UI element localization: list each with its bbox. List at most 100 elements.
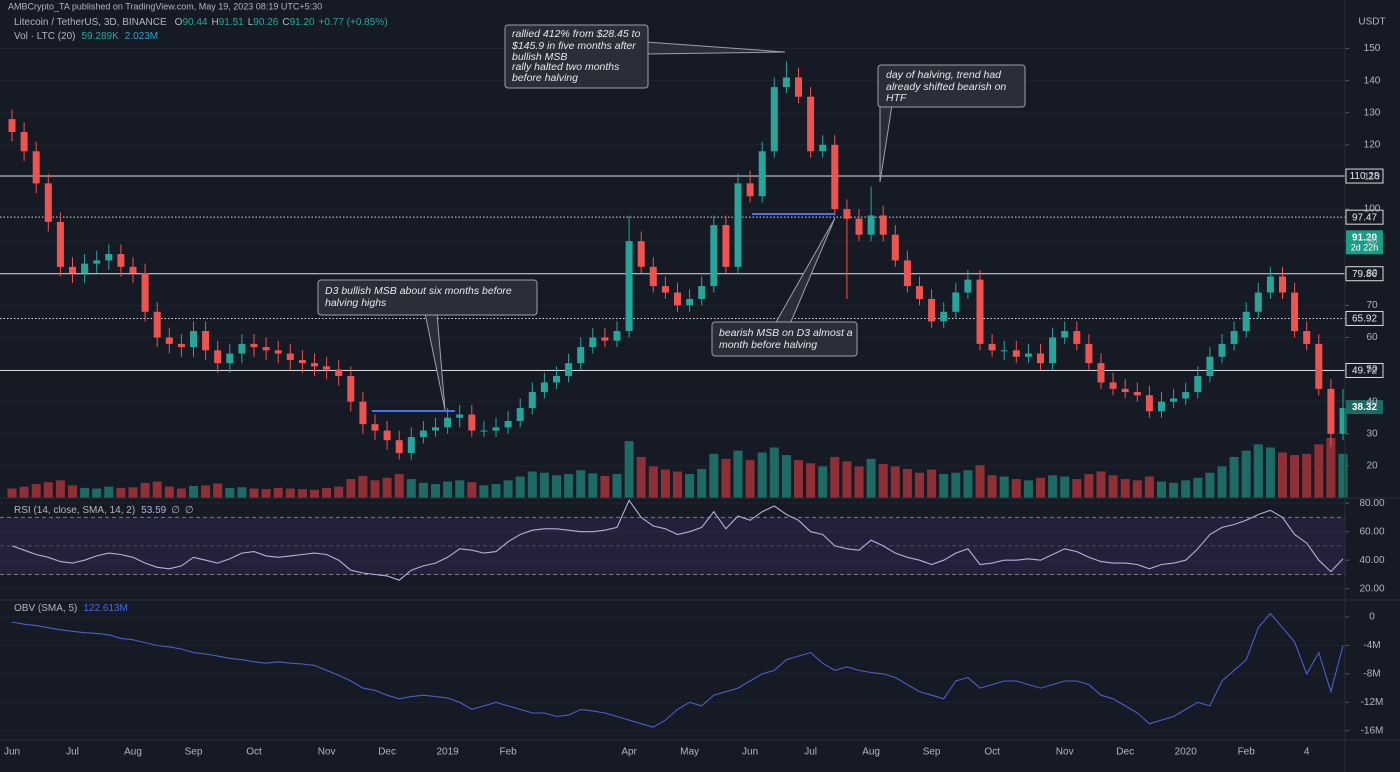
price-tag-label: 91.20 <box>1352 232 1377 243</box>
volume-bar <box>588 473 598 498</box>
volume-bar <box>1132 480 1142 498</box>
annotation-text: already shifted bearish on <box>886 81 1006 93</box>
volume-bar <box>104 486 114 498</box>
annotation: rallied 412% from $28.45 to $145.9 in fi… <box>504 24 786 89</box>
level-tag <box>1345 209 1384 225</box>
volume-bar <box>237 487 247 498</box>
candle-body <box>1206 356 1214 376</box>
volume-bar <box>1011 479 1021 498</box>
price-tag <box>1346 230 1383 255</box>
volume-value: 59.289K <box>82 31 120 42</box>
volume-bar <box>866 458 876 498</box>
candle-body <box>286 353 294 360</box>
candle-body <box>1279 276 1286 293</box>
x-tick-label: Aug <box>124 747 142 758</box>
candle-body <box>8 119 16 132</box>
volume-bar <box>1157 481 1166 498</box>
annotation: day of halving, trend had already shifte… <box>877 64 1026 183</box>
level-tag <box>1345 362 1384 378</box>
candle-body <box>722 225 730 267</box>
candle-body <box>746 183 754 197</box>
y-tick-label: -4M <box>1363 640 1380 651</box>
y-tick-label: 120 <box>1364 139 1381 150</box>
candle-body <box>407 437 415 454</box>
volume-bar <box>443 481 453 498</box>
volume-bar <box>1205 472 1215 498</box>
candle-body <box>1315 343 1323 389</box>
y-tick-label: 60 <box>1366 332 1378 343</box>
y-tick-label: -16M <box>1361 725 1384 736</box>
volume-bar <box>745 460 755 498</box>
candle-body <box>661 286 669 293</box>
candle-body <box>141 273 149 312</box>
volume-bar <box>249 488 259 498</box>
y-tick-label: 80 <box>1366 268 1378 279</box>
volume-bar <box>939 474 949 498</box>
indicator-line <box>11 612 1344 728</box>
candle-body <box>553 376 560 383</box>
candle-body <box>1061 331 1069 338</box>
volume-bar <box>1072 479 1082 498</box>
y-tick-label: 40.00 <box>1359 555 1384 566</box>
candle-body <box>674 292 681 306</box>
candle-body <box>879 215 887 235</box>
candle-body <box>698 286 706 299</box>
candle-body <box>274 350 282 354</box>
volume-value: 2.023M <box>125 31 158 42</box>
y-tick-label: 20.00 <box>1359 583 1384 594</box>
base-layer <box>0 48 1349 732</box>
candle-body <box>1303 331 1311 344</box>
x-tick-label: Dec <box>378 747 396 758</box>
annotation-text: bearish MSB on D3 almost a <box>719 327 853 339</box>
candle-body <box>940 311 948 322</box>
candle-body <box>129 266 137 274</box>
volume-bar <box>358 475 368 498</box>
candle-body <box>56 221 64 267</box>
candle-body <box>153 311 161 338</box>
x-tick-label: Aug <box>862 747 880 758</box>
candle-body <box>432 427 439 431</box>
candle-body <box>93 260 101 264</box>
candle-body <box>69 266 76 274</box>
level-tag-label: 49.72 <box>1352 366 1377 377</box>
volume-bar <box>697 468 707 498</box>
y-tick-label: -12M <box>1361 697 1384 708</box>
volume-bar <box>685 474 695 498</box>
volume-bar <box>1084 474 1094 498</box>
candle-body <box>782 77 790 88</box>
candle-body <box>335 369 343 376</box>
candle-body <box>1024 353 1032 357</box>
obv-title: OBV (SMA, 5) <box>14 603 77 614</box>
volume-bar <box>7 488 17 498</box>
candle-body <box>686 298 694 306</box>
price-tag-label: 38.32 <box>1352 402 1377 413</box>
volume-bar <box>1036 477 1045 498</box>
annotation-box <box>877 64 1026 108</box>
annotation-box <box>504 24 649 89</box>
volume-bar <box>503 480 513 498</box>
candle-body <box>20 132 28 152</box>
unit-label: USDT <box>1358 17 1385 28</box>
x-tick-label: Dec <box>1116 747 1134 758</box>
volume-bar <box>951 472 961 498</box>
ohlc-key: C <box>282 17 289 28</box>
candle-body <box>819 144 827 152</box>
y-tick-label: 40 <box>1366 396 1378 407</box>
candle-body <box>976 279 984 344</box>
y-tick-label: 90 <box>1366 236 1378 247</box>
candle-body <box>1327 388 1335 434</box>
x-tick-label: Jun <box>742 747 758 758</box>
volume-bar <box>781 455 791 498</box>
volume-bar <box>1302 453 1312 498</box>
candle-body <box>916 286 923 299</box>
y-tick-label: 30 <box>1366 428 1378 439</box>
candle-body <box>492 427 500 431</box>
candle-body <box>1266 276 1274 293</box>
volume-bar <box>757 452 767 498</box>
ohlc-key: H <box>211 17 218 28</box>
volume-bar <box>1169 482 1179 498</box>
volume-bar <box>733 450 743 498</box>
volume-bar <box>842 461 852 498</box>
volume-bar <box>1181 480 1191 498</box>
volume-bar <box>975 465 985 498</box>
